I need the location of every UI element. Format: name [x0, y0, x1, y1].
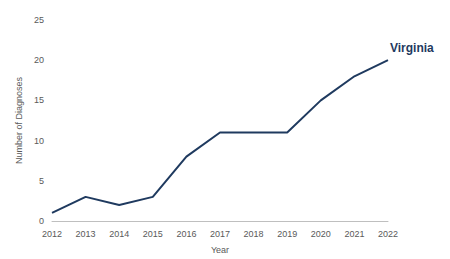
svg-text:2020: 2020 [311, 229, 331, 239]
svg-text:2022: 2022 [378, 229, 398, 239]
svg-text:2013: 2013 [76, 229, 96, 239]
svg-text:2014: 2014 [109, 229, 129, 239]
svg-text:2016: 2016 [176, 229, 196, 239]
svg-text:2021: 2021 [344, 229, 364, 239]
svg-text:2012: 2012 [42, 229, 62, 239]
svg-text:15: 15 [34, 95, 44, 105]
svg-text:2017: 2017 [210, 229, 230, 239]
svg-text:0: 0 [39, 216, 44, 226]
svg-text:2015: 2015 [143, 229, 163, 239]
svg-text:Year: Year [211, 245, 229, 255]
svg-text:20: 20 [34, 55, 44, 65]
svg-text:25: 25 [34, 15, 44, 25]
svg-text:5: 5 [39, 176, 44, 186]
svg-text:2018: 2018 [244, 229, 264, 239]
svg-text:Number of Diagnoses: Number of Diagnoses [14, 76, 24, 164]
svg-text:Virginia: Virginia [390, 41, 434, 55]
svg-text:2019: 2019 [277, 229, 297, 239]
svg-text:10: 10 [34, 136, 44, 146]
